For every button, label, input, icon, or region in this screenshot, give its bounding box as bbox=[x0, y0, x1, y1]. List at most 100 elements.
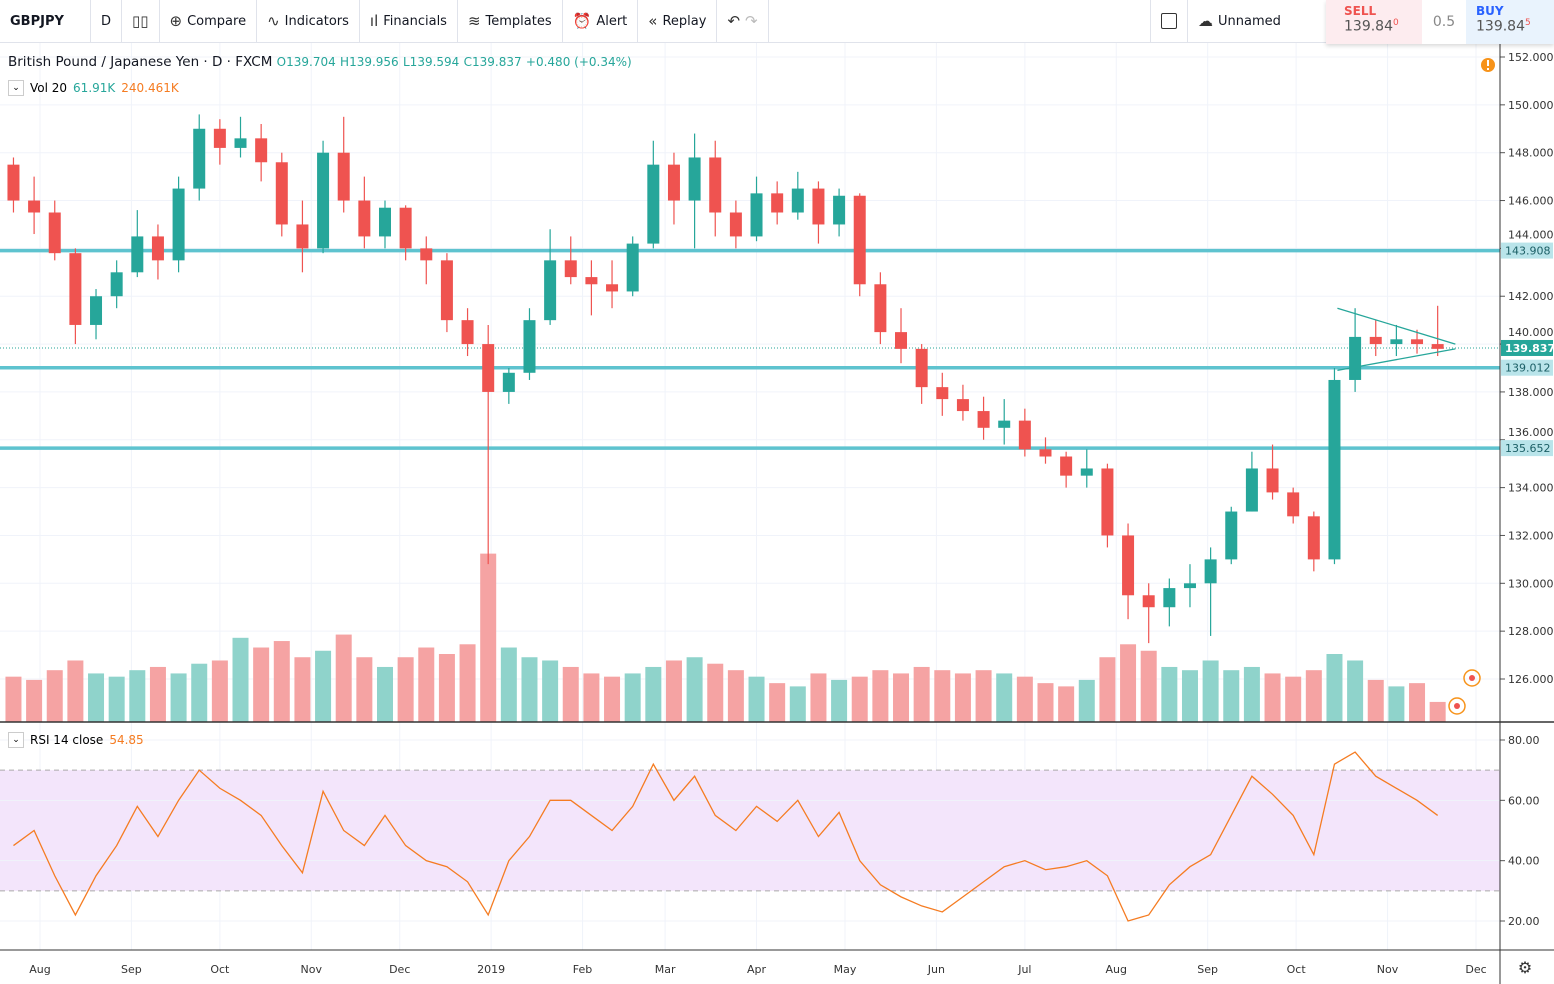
replay-label: Replay bbox=[662, 13, 707, 29]
price-axis-label: 130.000 bbox=[1508, 577, 1554, 590]
candle-body bbox=[853, 195, 866, 285]
volume-bar bbox=[624, 673, 641, 722]
redo-icon[interactable]: ↷ bbox=[745, 12, 758, 30]
candle bbox=[1266, 444, 1279, 500]
last-price-label: 139.837 bbox=[1505, 342, 1554, 355]
ohlc-close: C139.837 bbox=[463, 55, 522, 69]
price-axis-label: 128.000 bbox=[1508, 625, 1554, 638]
collapse-chevron-icon[interactable]: ⌄ bbox=[8, 732, 24, 748]
layout-name: Unnamed bbox=[1218, 13, 1281, 29]
candle-body bbox=[709, 157, 722, 213]
candle-body bbox=[482, 344, 495, 392]
candle-body bbox=[833, 195, 846, 225]
candle bbox=[275, 152, 288, 237]
candle bbox=[440, 253, 453, 333]
candle-body bbox=[1018, 420, 1031, 450]
symbol-legend: British Pound / Japanese Yen · D · FXCM … bbox=[8, 54, 632, 70]
candle bbox=[1101, 463, 1114, 548]
candle bbox=[1225, 506, 1238, 565]
candle bbox=[1039, 437, 1052, 464]
replay-button[interactable]: «Replay bbox=[638, 0, 718, 42]
price-axis-label: 146.000 bbox=[1508, 195, 1554, 208]
ohlc-high: H139.956 bbox=[340, 55, 399, 69]
volume-bar bbox=[335, 634, 352, 722]
volume-bar bbox=[1326, 654, 1343, 722]
candle-body bbox=[1390, 339, 1403, 345]
candle bbox=[709, 140, 722, 237]
price-label-box bbox=[1501, 440, 1553, 457]
volume-bar bbox=[1037, 683, 1054, 722]
candle bbox=[1411, 329, 1424, 354]
volume-bar bbox=[913, 666, 930, 722]
volume-bar bbox=[831, 679, 848, 722]
settings-gear-icon[interactable]: ⚙ bbox=[1518, 958, 1532, 977]
candle-body bbox=[1122, 535, 1135, 596]
candle-body bbox=[234, 138, 247, 148]
candle bbox=[255, 123, 268, 182]
candle-body bbox=[998, 420, 1011, 428]
candle bbox=[956, 384, 969, 421]
triangle-pattern-line bbox=[1337, 348, 1456, 372]
chart-type-button[interactable]: ▯▯ bbox=[122, 0, 160, 42]
candle bbox=[213, 119, 226, 165]
candle-body bbox=[956, 399, 969, 412]
candle-body bbox=[1039, 449, 1052, 457]
collapse-chevron-icon[interactable]: ⌄ bbox=[8, 80, 24, 96]
symbol-search[interactable]: GBPJPY bbox=[0, 0, 91, 42]
rsi-axis-label: 40.00 bbox=[1508, 855, 1540, 868]
volume-bar bbox=[315, 650, 332, 722]
rsi-axis-label: 20.00 bbox=[1508, 915, 1540, 928]
volume-bar bbox=[5, 676, 22, 722]
candle bbox=[1328, 368, 1341, 565]
volume-ma-value: 240.461K bbox=[121, 81, 179, 95]
sell-button[interactable]: SELL 139.840 bbox=[1326, 0, 1422, 44]
financials-icon: ıl bbox=[369, 12, 379, 30]
candle-body bbox=[564, 260, 577, 278]
volume-bar bbox=[1243, 666, 1260, 722]
volume-bar bbox=[934, 670, 951, 722]
indicators-button[interactable]: ∿ Indicators bbox=[257, 0, 360, 42]
price-axis-label: 142.000 bbox=[1508, 290, 1554, 303]
save-layout-button[interactable]: ☁ Unnamed bbox=[1188, 0, 1291, 42]
candle-body bbox=[1142, 595, 1155, 608]
compare-button[interactable]: ⊕ Compare bbox=[160, 0, 258, 42]
volume-bar bbox=[1223, 670, 1240, 722]
candle-body bbox=[317, 152, 330, 249]
candle bbox=[977, 396, 990, 440]
alert-button[interactable]: ⏰ Alert bbox=[563, 0, 639, 42]
buy-button[interactable]: BUY 139.845 bbox=[1466, 0, 1554, 44]
time-axis-label: Aug bbox=[1106, 963, 1127, 976]
financials-button[interactable]: ıl Financials bbox=[360, 0, 458, 42]
candle-body bbox=[667, 164, 680, 201]
time-axis-label: Apr bbox=[747, 963, 767, 976]
volume-bar bbox=[1140, 650, 1157, 722]
candle bbox=[895, 308, 908, 364]
candle bbox=[7, 157, 20, 213]
undo-icon[interactable]: ↶ bbox=[727, 12, 741, 30]
fullscreen-checkbox[interactable] bbox=[1150, 0, 1188, 42]
candle bbox=[482, 324, 495, 565]
time-axis-label: 2019 bbox=[477, 963, 505, 976]
candle-body bbox=[585, 277, 598, 285]
rsi-label: RSI 14 close bbox=[30, 733, 104, 747]
templates-button[interactable]: ≋ Templates bbox=[458, 0, 563, 42]
volume-bar bbox=[418, 647, 435, 722]
candle bbox=[1183, 564, 1196, 608]
ohlc-low: L139.594 bbox=[403, 55, 460, 69]
candle-body bbox=[1204, 559, 1217, 584]
candle-body bbox=[812, 188, 825, 225]
volume-bar bbox=[604, 676, 621, 722]
volume-bar bbox=[149, 666, 166, 722]
candle bbox=[564, 236, 577, 285]
candle-body bbox=[48, 212, 61, 254]
time-axis-label: Oct bbox=[210, 963, 230, 976]
candle-body bbox=[791, 188, 804, 213]
interval-button[interactable]: D bbox=[91, 0, 123, 42]
volume-bar bbox=[129, 670, 146, 722]
volume-bar bbox=[1120, 644, 1137, 722]
cloud-check-icon: ☁ bbox=[1198, 12, 1213, 30]
candle bbox=[667, 152, 680, 225]
level-price-label: 139.012 bbox=[1505, 362, 1551, 375]
level-price-label: 135.652 bbox=[1505, 442, 1551, 455]
